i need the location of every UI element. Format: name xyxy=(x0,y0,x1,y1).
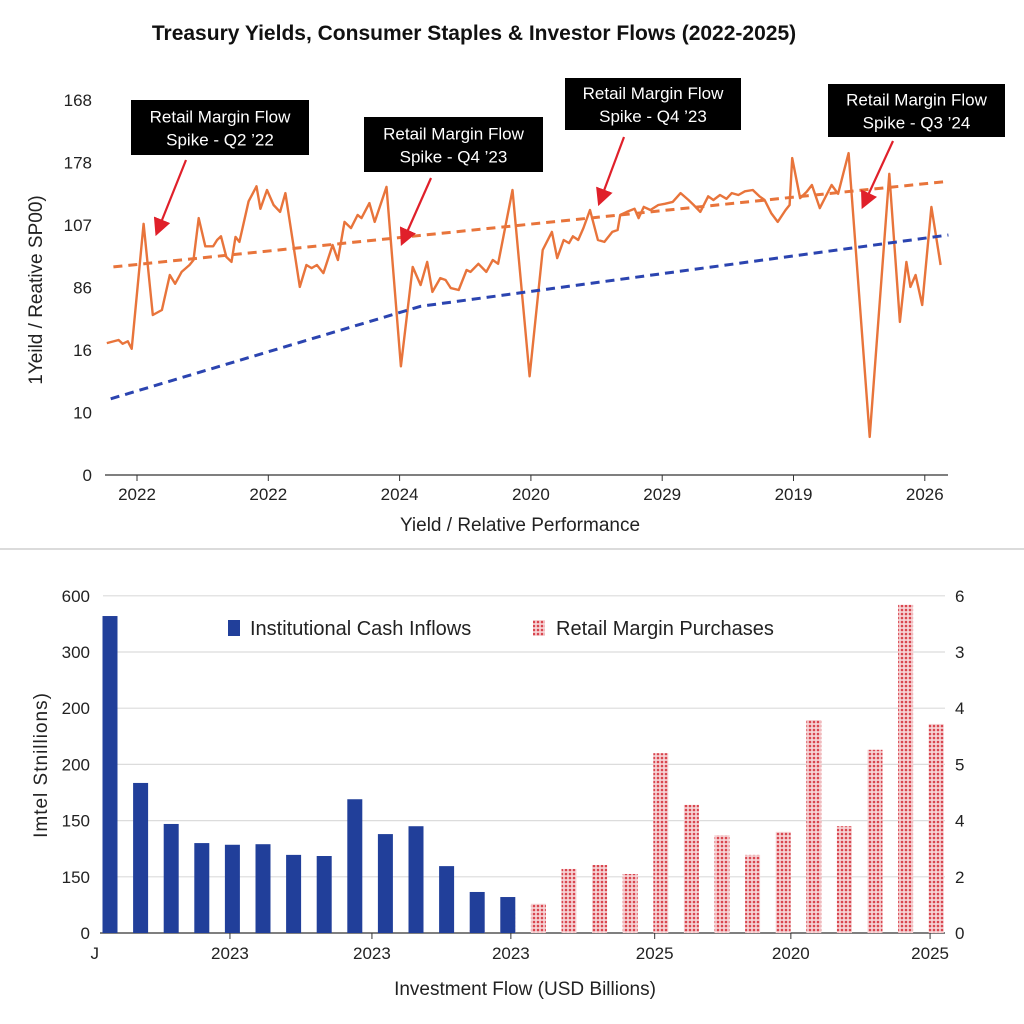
institutional-bar xyxy=(102,616,118,933)
retail-bar xyxy=(928,723,944,933)
retail-bar xyxy=(836,826,852,933)
y-left-tick-label: 600 xyxy=(62,587,90,606)
legend-swatch-institutional xyxy=(228,620,240,636)
annotation-arrow xyxy=(399,177,433,247)
institutional-bar xyxy=(255,844,271,933)
institutional-bar xyxy=(286,854,302,933)
institutional-bar xyxy=(469,891,485,933)
y-right-tick-label: 5 xyxy=(955,755,964,774)
x-tick-label: 2020 xyxy=(772,944,810,963)
x-axis-title: Yield / Relative Performance xyxy=(400,515,640,536)
x-tick-label: 2025 xyxy=(911,944,949,963)
y-tick-label: 107 xyxy=(64,216,92,235)
annotation-box xyxy=(131,100,309,155)
legend-swatch-retail xyxy=(533,620,545,636)
legend-label-retail: Retail Margin Purchases xyxy=(556,618,774,640)
x-tick-label: 2023 xyxy=(492,944,530,963)
annotation-3: Retail Margin Flow Spike - Q4 ’23 xyxy=(565,78,741,207)
retail-bar xyxy=(775,831,791,933)
x-tick-label: 2026 xyxy=(906,485,944,504)
retail-bar xyxy=(530,903,546,933)
annotation-2: Retail Margin Flow Spike - Q4 ’23 xyxy=(364,117,543,247)
x-tick-label: 2023 xyxy=(211,944,249,963)
annotation-line2: Spike - Q4 ’23 xyxy=(400,148,508,167)
institutional-bar xyxy=(224,844,240,933)
annotation-box xyxy=(565,78,741,130)
x-tick-label: 2029 xyxy=(643,485,681,504)
institutional-bar xyxy=(163,823,179,933)
institutional-bar xyxy=(194,843,210,933)
x-tick-label: 2019 xyxy=(775,485,813,504)
retail-bar xyxy=(714,835,730,933)
y-right-tick-label: 3 xyxy=(955,643,964,662)
x-tick-label: 2020 xyxy=(512,485,550,504)
annotation-arrow xyxy=(596,136,626,207)
institutional-bar xyxy=(133,782,149,933)
y-tick-label: 168 xyxy=(64,91,92,110)
annotation-line1: Retail Margin Flow xyxy=(846,91,987,110)
x-tick-label: J xyxy=(90,944,99,963)
institutional-bar xyxy=(347,799,363,933)
y-right-tick-label: 2 xyxy=(955,868,964,887)
y-right-tick-label: 4 xyxy=(955,699,964,718)
annotation-box xyxy=(828,84,1005,137)
y-left-tick-label: 200 xyxy=(62,755,90,774)
retail-bar xyxy=(592,864,608,933)
annotation-box xyxy=(364,117,543,172)
orange-trend-line xyxy=(113,179,949,269)
blue-trend-line xyxy=(110,233,949,401)
retail-bar xyxy=(561,868,577,933)
retail-bar xyxy=(898,604,914,933)
institutional-bar xyxy=(316,856,332,933)
x-tick-label: 2022 xyxy=(249,485,287,504)
annotation-1: Retail Margin Flow Spike - Q2 ’22 xyxy=(131,100,309,237)
series-line xyxy=(106,151,942,439)
retail-bar xyxy=(653,753,669,933)
annotation-arrow xyxy=(153,159,188,237)
annotation-line1: Retail Margin Flow xyxy=(150,108,291,127)
y-right-tick-label: 6 xyxy=(955,587,964,606)
institutional-bar xyxy=(439,866,455,933)
y-left-tick-label: 200 xyxy=(62,699,90,718)
retail-bar xyxy=(806,720,822,933)
retail-bar xyxy=(867,749,883,933)
institutional-bar xyxy=(377,834,393,933)
x-tick-label: 2025 xyxy=(636,944,674,963)
y-tick-label: 10 xyxy=(73,404,92,423)
annotation-4: Retail Margin Flow Spike - Q3 ’24 xyxy=(828,84,1005,210)
y-axis-title: 1Yeild / Reative SP00) xyxy=(26,195,47,384)
annotation-line1: Retail Margin Flow xyxy=(383,125,524,144)
retail-bar xyxy=(622,873,638,933)
annotation-line2: Spike - Q2 ’22 xyxy=(166,131,274,150)
y-tick-label: 16 xyxy=(73,341,92,360)
retail-bar xyxy=(683,804,699,933)
y-left-tick-label: 300 xyxy=(62,643,90,662)
y-right-tick-label: 4 xyxy=(955,812,964,831)
chart-title: Treasury Yields, Consumer Staples & Inve… xyxy=(152,22,796,45)
x-tick-label: 2023 xyxy=(353,944,391,963)
y-left-tick-label: 150 xyxy=(62,868,90,887)
annotation-arrow xyxy=(861,140,894,210)
x-tick-label: 2022 xyxy=(118,485,156,504)
y-left-tick-label: 150 xyxy=(62,812,90,831)
y-tick-label: 86 xyxy=(73,279,92,298)
institutional-bar xyxy=(408,826,424,933)
legend: Institutional Cash Inflows Retail Margin … xyxy=(228,618,774,640)
annotation-line2: Spike - Q4 ’23 xyxy=(599,107,707,126)
y-axis-title: Imtel Stnillions) xyxy=(31,692,52,838)
annotation-line2: Spike - Q3 ’24 xyxy=(863,114,971,133)
y-tick-label: 0 xyxy=(83,466,92,485)
x-axis-title: Investment Flow (USD Billions) xyxy=(394,979,656,1000)
y-left-tick-label: 0 xyxy=(81,924,90,943)
y-tick-label: 178 xyxy=(64,154,92,173)
x-tick-label: 2024 xyxy=(381,485,419,504)
institutional-bar xyxy=(500,897,516,933)
y-right-tick-label: 0 xyxy=(955,924,964,943)
legend-label-institutional: Institutional Cash Inflows xyxy=(250,618,471,640)
retail-bar xyxy=(745,854,761,933)
annotation-line1: Retail Margin Flow xyxy=(583,84,724,103)
